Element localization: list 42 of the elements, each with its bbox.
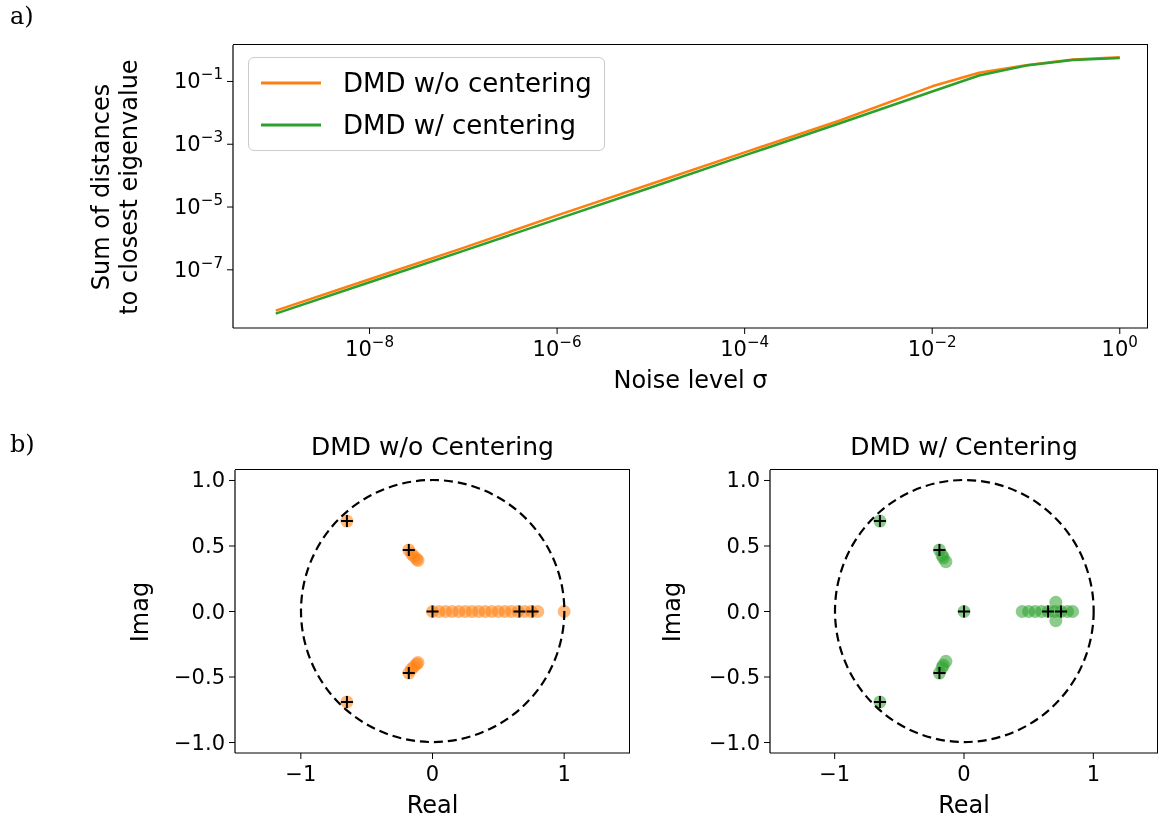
y-tick-label: 10$^{−3}$ <box>173 128 223 157</box>
y-tick-label: −0.5 <box>174 665 225 690</box>
x-tick-label: 10$^{−6}$ <box>532 333 582 361</box>
point <box>1066 605 1080 618</box>
chart-title: DMD w/o Centering <box>310 432 555 461</box>
y-tick-label: 1.0 <box>191 468 225 493</box>
x-tick-label: 0 <box>425 762 440 786</box>
y-tick-label: 10$^{−7}$ <box>173 253 223 282</box>
y-tick-label: 0.0 <box>726 599 760 624</box>
y-tick-label: 0.5 <box>726 533 760 558</box>
y-axis-title: Imag <box>657 580 687 644</box>
point <box>939 654 953 668</box>
text: a) <box>10 2 34 30</box>
x-tick-label: 1 <box>1086 762 1101 786</box>
y-axis-title: Imag <box>125 580 155 644</box>
y-tick-label: 0.5 <box>191 533 225 558</box>
x-axis-title: Real <box>405 791 460 819</box>
y-tick-label: 0.0 <box>191 599 225 624</box>
y-axis-title: Sum of distances to closest eigenvalue <box>86 57 144 317</box>
y-tick-label: 10$^{−5}$ <box>173 191 223 220</box>
text: b) <box>10 430 35 458</box>
x-axis-title: Real <box>937 791 991 819</box>
x-tick-label: 10$^{−8}$ <box>345 333 395 361</box>
x-tick-label: −1 <box>819 762 851 786</box>
y-tick-label: 10$^{−1}$ <box>173 65 223 94</box>
y-tick-label: −1.0 <box>709 730 760 755</box>
chart-title: DMD w/ Centering <box>849 432 1079 461</box>
y-tick-label: −1.0 <box>174 730 225 755</box>
x-tick-label: 10$^{−2}$ <box>907 333 957 361</box>
x-tick-label: −1 <box>285 762 317 786</box>
x-tick-label: 10$^{0}$ <box>1101 333 1138 361</box>
y-tick-label: 1.0 <box>726 468 760 493</box>
point <box>939 555 953 569</box>
x-axis-title: Noise level σ <box>612 366 769 394</box>
x-tick-label: 0 <box>957 762 971 786</box>
point <box>1049 595 1063 609</box>
x-tick-label: 1 <box>557 762 571 786</box>
point <box>1049 614 1063 628</box>
legend-label: DMD w/o centering <box>343 68 592 98</box>
x-tick-label: 10$^{−4}$ <box>720 333 770 361</box>
legend-label: DMD w/ centering <box>343 110 576 140</box>
y-tick-label: −0.5 <box>709 665 760 690</box>
